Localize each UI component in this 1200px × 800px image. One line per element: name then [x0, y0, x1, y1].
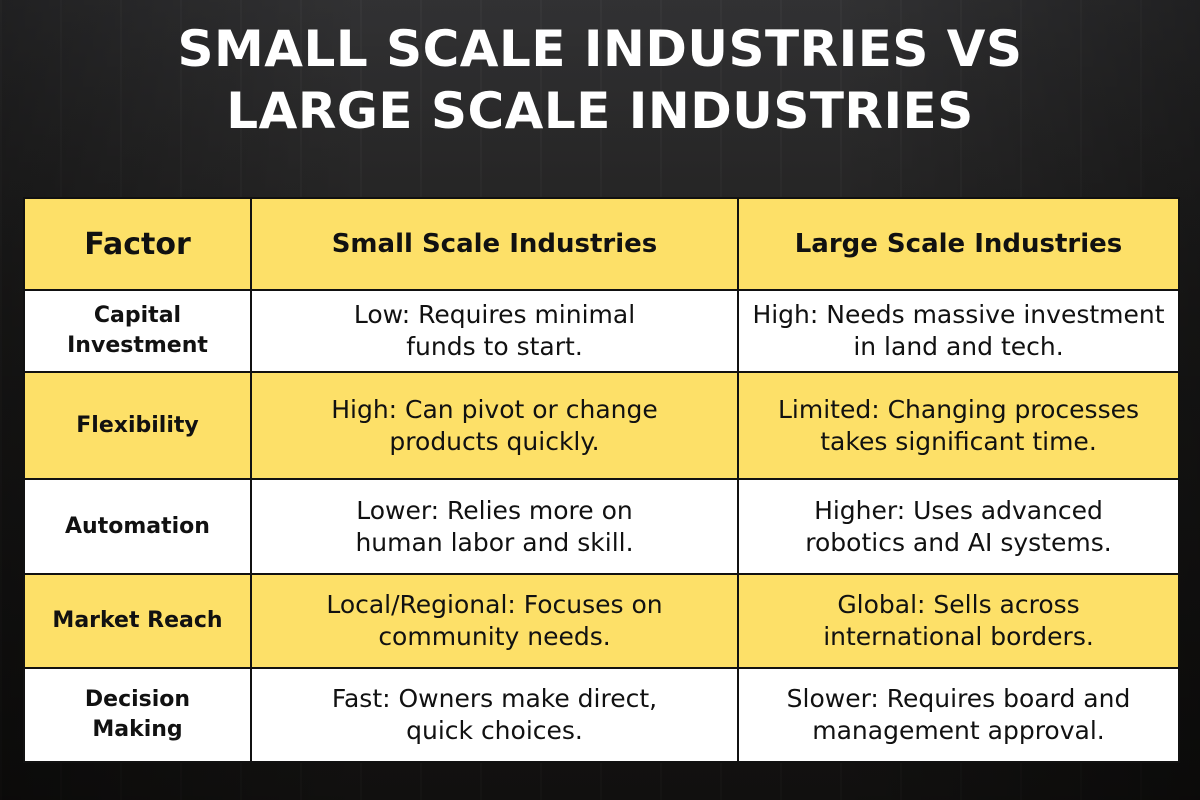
comparison-table: Factor Small Scale Industries Large Scal…	[23, 197, 1180, 763]
small-scale-cell: Fast: Owners make direct, quick choices.	[250, 667, 739, 763]
page-title: Small Scale Industries vs Large Scale In…	[0, 18, 1200, 142]
small-scale-cell: Lower: Relies more on human labor and sk…	[250, 478, 739, 575]
title-line-2: Large Scale Industries	[226, 82, 974, 140]
large-scale-cell: Limited: Changing processes takes signif…	[737, 371, 1180, 480]
factor-cell: Decision Making	[23, 667, 252, 763]
large-scale-cell: Higher: Uses advanced robotics and AI sy…	[737, 478, 1180, 575]
header-factor: Factor	[23, 197, 252, 291]
table-row: Decision Making Fast: Owners make direct…	[23, 667, 1180, 763]
table-row: Capital Investment Low: Requires minimal…	[23, 289, 1180, 373]
table-header-row: Factor Small Scale Industries Large Scal…	[23, 197, 1180, 291]
small-scale-cell: High: Can pivot or change products quick…	[250, 371, 739, 480]
table-row: Market Reach Local/Regional: Focuses on …	[23, 573, 1180, 669]
header-small-scale: Small Scale Industries	[250, 197, 739, 291]
table-row: Automation Lower: Relies more on human l…	[23, 478, 1180, 575]
title-line-1: Small Scale Industries vs	[177, 20, 1023, 78]
large-scale-cell: High: Needs massive investment in land a…	[737, 289, 1180, 373]
factor-cell: Capital Investment	[23, 289, 252, 373]
large-scale-cell: Slower: Requires board and management ap…	[737, 667, 1180, 763]
table-row: Flexibility High: Can pivot or change pr…	[23, 371, 1180, 480]
factor-cell: Automation	[23, 478, 252, 575]
factor-cell: Market Reach	[23, 573, 252, 669]
factor-cell: Flexibility	[23, 371, 252, 480]
header-large-scale: Large Scale Industries	[737, 197, 1180, 291]
large-scale-cell: Global: Sells across international borde…	[737, 573, 1180, 669]
small-scale-cell: Low: Requires minimal funds to start.	[250, 289, 739, 373]
small-scale-cell: Local/Regional: Focuses on community nee…	[250, 573, 739, 669]
